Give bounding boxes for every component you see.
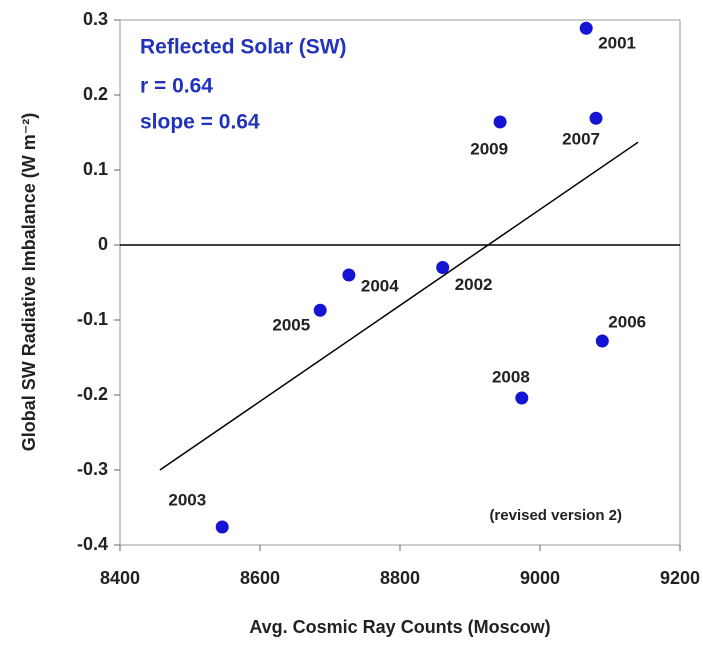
point-label: 2002 bbox=[455, 275, 493, 294]
x-axis-label: Avg. Cosmic Ray Counts (Moscow) bbox=[249, 617, 550, 637]
point bbox=[579, 21, 593, 35]
y-tick-label: -0.1 bbox=[77, 309, 108, 329]
point-label: 2001 bbox=[598, 34, 636, 53]
x-tick-label: 8800 bbox=[380, 568, 420, 588]
y-tick-label: 0.1 bbox=[83, 159, 108, 179]
x-tick-label: 9000 bbox=[520, 568, 560, 588]
x-tick-label: 8400 bbox=[100, 568, 140, 588]
point-label: 2006 bbox=[608, 312, 646, 331]
annotation: r = 0.64 bbox=[140, 75, 213, 98]
y-tick-label: -0.2 bbox=[77, 384, 108, 404]
point bbox=[515, 391, 529, 405]
plot-area bbox=[119, 19, 681, 546]
point bbox=[436, 261, 450, 274]
trend-line bbox=[159, 141, 639, 471]
x-tick-label: 8600 bbox=[240, 568, 280, 588]
y-tick-label: -0.3 bbox=[77, 459, 108, 479]
y-tick-label: -0.4 bbox=[77, 534, 108, 554]
y-tick-label: 0.3 bbox=[83, 9, 108, 29]
y-axis-label: Global SW Radiative Imbalance (W m⁻²) bbox=[19, 113, 39, 452]
point-label: 2007 bbox=[562, 130, 600, 149]
point bbox=[493, 115, 507, 129]
annotation: slope = 0.64 bbox=[140, 111, 260, 134]
point bbox=[595, 334, 609, 348]
point-label: 2005 bbox=[272, 316, 310, 335]
x-tick-label: 9200 bbox=[660, 568, 700, 588]
point bbox=[215, 520, 229, 534]
annotation: Reflected Solar (SW) bbox=[140, 36, 347, 59]
point bbox=[342, 268, 356, 282]
point-label: 2009 bbox=[470, 139, 508, 158]
note: (revised version 2) bbox=[489, 507, 622, 524]
point-label: 2004 bbox=[361, 276, 399, 295]
point bbox=[313, 303, 327, 317]
point-label: 2003 bbox=[168, 490, 206, 509]
point bbox=[589, 111, 603, 125]
y-tick-label: 0.2 bbox=[83, 84, 108, 104]
y-tick-label: 0 bbox=[98, 234, 108, 254]
point-label: 2008 bbox=[492, 367, 530, 386]
